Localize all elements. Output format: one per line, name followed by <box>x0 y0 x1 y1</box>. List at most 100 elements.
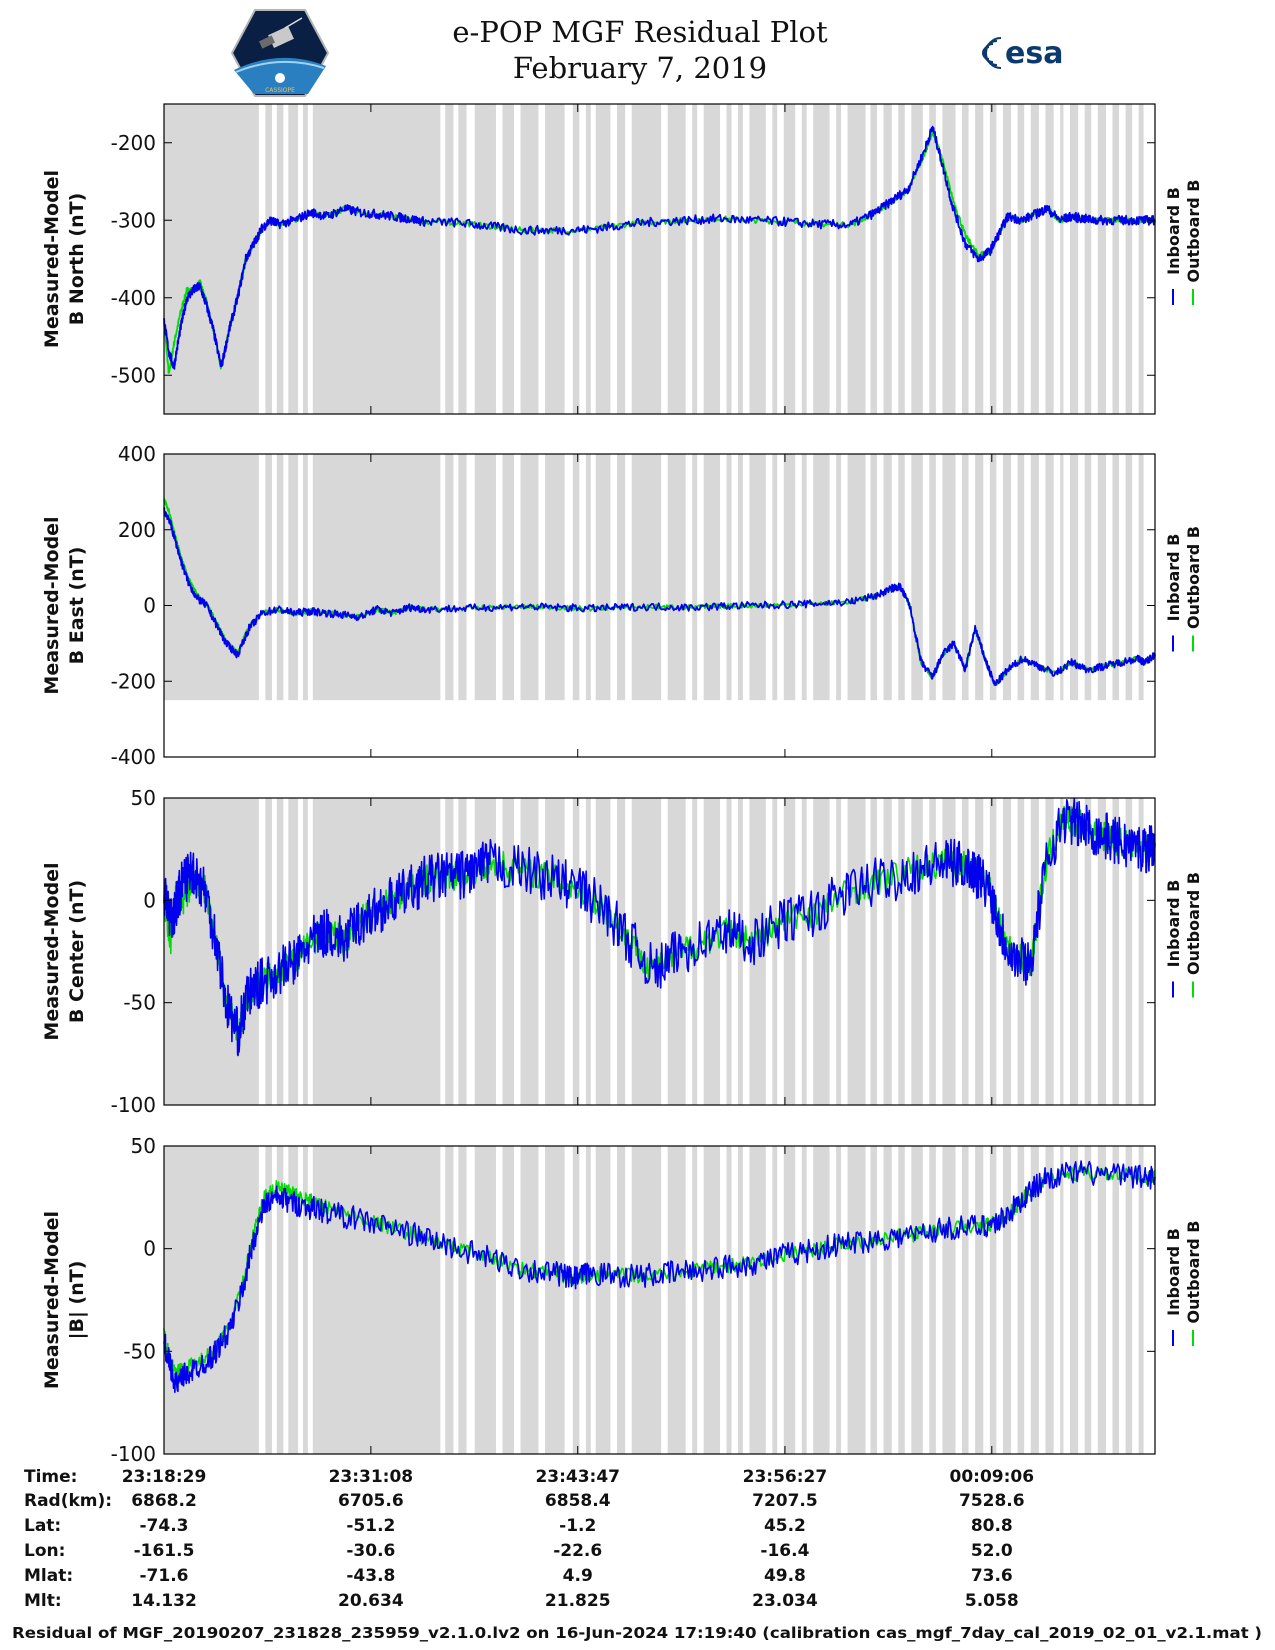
info-cell: 23:31:08 <box>329 1467 414 1487</box>
data-gap-shade <box>783 1146 796 1454</box>
data-gap-shade <box>962 1146 969 1454</box>
legend: Inboard B Outboard B <box>1164 872 1203 998</box>
data-gap-shade <box>1069 1146 1079 1454</box>
data-gap-shade <box>836 454 842 701</box>
data-gap-shade <box>502 798 514 1105</box>
data-gap-shade <box>312 1146 441 1454</box>
legend-label-outboard: Outboard B <box>1184 180 1203 283</box>
y-tick-label: 0 <box>143 1237 156 1261</box>
data-gap-shade <box>164 104 259 414</box>
y-tick-label: -100 <box>111 1442 156 1466</box>
data-gap-shade <box>631 454 662 701</box>
title-line-1: e-POP MGF Residual Plot <box>452 15 828 49</box>
data-gap-shade <box>445 104 454 414</box>
data-gap-shade <box>883 454 892 701</box>
info-cell: -51.2 <box>346 1516 395 1536</box>
data-gap-shade <box>847 454 866 701</box>
data-gap-shade <box>703 104 721 414</box>
data-gap-shade <box>572 104 580 414</box>
data-gap-shade <box>772 454 778 701</box>
legend-label-outboard: Outboard B <box>1184 1221 1203 1324</box>
data-gap-shade <box>265 454 272 701</box>
title-line-2: February 7, 2019 <box>512 51 768 85</box>
y-tick-label: 0 <box>143 594 156 618</box>
data-gap-shade <box>692 454 698 701</box>
info-cell: 7528.6 <box>959 1491 1025 1511</box>
info-cell: 20.634 <box>338 1591 404 1611</box>
data-gap-shade <box>1060 104 1064 414</box>
data-gap-shade <box>474 1146 496 1454</box>
data-gap-shade <box>164 798 259 1105</box>
legend-label-inboard: Inboard B <box>1164 187 1183 275</box>
data-gap-shade <box>667 104 686 414</box>
footer-text: Residual of MGF_20190207_231828_235959_v… <box>12 1624 1262 1642</box>
data-gap-shade <box>1030 454 1039 701</box>
data-gap-shade <box>749 454 766 701</box>
data-gap-shade <box>911 798 923 1105</box>
panel-frame <box>163 1145 1156 1455</box>
legend-label-inboard: Inboard B <box>1164 1228 1183 1316</box>
y-tick-label: 50 <box>131 786 156 810</box>
data-gap-shade <box>545 1146 565 1454</box>
data-gap-shade <box>585 798 591 1105</box>
data-gap-shade <box>545 104 565 414</box>
data-gap-shade <box>749 104 766 414</box>
info-row-label: Lon: <box>24 1541 65 1561</box>
data-gap-shade <box>288 454 299 701</box>
data-gap-shade <box>870 798 877 1105</box>
y-tick-label: -300 <box>111 208 156 232</box>
data-gap-shade <box>164 454 259 701</box>
data-gap-shade <box>801 454 807 701</box>
data-gap-shade <box>1069 798 1079 1105</box>
data-gap-shade <box>616 104 626 414</box>
y-axis-label: Measured-Model <box>41 862 63 1040</box>
data-gap-shade <box>458 1146 467 1454</box>
legend-label-outboard: Outboard B <box>1184 872 1203 975</box>
info-row-label: Rad(km): <box>24 1491 112 1511</box>
data-gap-shade <box>911 104 923 414</box>
data-gap-shade <box>458 798 467 1105</box>
y-tick-label: -500 <box>111 363 156 387</box>
y-axis-label: B East (nT) <box>66 547 88 665</box>
info-cell: 73.6 <box>971 1566 1013 1586</box>
data-gap-shade <box>1138 1146 1144 1454</box>
legend: Inboard B Outboard B <box>1164 1221 1203 1346</box>
y-tick-label: -100 <box>111 1093 156 1117</box>
data-gap-shade <box>585 1146 591 1454</box>
data-gap-shade <box>847 798 866 1105</box>
data-gap-shade <box>883 798 892 1105</box>
data-gap-shade <box>737 454 743 701</box>
info-cell: 21.825 <box>545 1591 611 1611</box>
data-gap-shade <box>836 1146 842 1454</box>
data-gap-shade <box>616 798 626 1105</box>
y-axis-label: B North (nT) <box>66 193 88 326</box>
data-gap-shade <box>801 104 807 414</box>
data-gap-shade <box>616 454 626 701</box>
y-tick-label: 200 <box>118 518 156 542</box>
esa-logo-text: esa <box>1005 36 1063 71</box>
panel-frame <box>163 797 1156 1106</box>
data-gap-shade <box>502 104 514 414</box>
y-tick-label: -400 <box>111 745 156 769</box>
data-gap-shade <box>801 798 807 1105</box>
data-gap-shade <box>1097 104 1106 414</box>
chart-panel-2: 400 200 0 -200 -400 Measured-Model B East (nT)… <box>41 442 1203 769</box>
data-gap-shade <box>1060 454 1064 701</box>
data-gap-shade <box>911 454 923 701</box>
data-gap-shade <box>1060 798 1064 1105</box>
data-gap-shade <box>1045 1146 1054 1454</box>
data-gap-shade <box>1002 104 1012 414</box>
data-gap-shade <box>520 104 539 414</box>
y-axis-label: B Center (nT) <box>66 880 88 1023</box>
data-gap-shade <box>445 454 454 701</box>
info-row-label: Mlt: <box>24 1591 62 1611</box>
data-gap-shade <box>595 798 611 1105</box>
data-gap-shade <box>1017 454 1025 701</box>
chart-panel-4: 50 0 -50 -100 Measured-Model |B| (nT) Inboard … <box>41 1134 1203 1466</box>
data-gap-shade <box>445 1146 454 1454</box>
data-gap-shade <box>942 454 956 701</box>
info-cell: 5.058 <box>965 1591 1019 1611</box>
data-gap-shade <box>1112 104 1120 414</box>
data-gap-shade <box>942 104 956 414</box>
